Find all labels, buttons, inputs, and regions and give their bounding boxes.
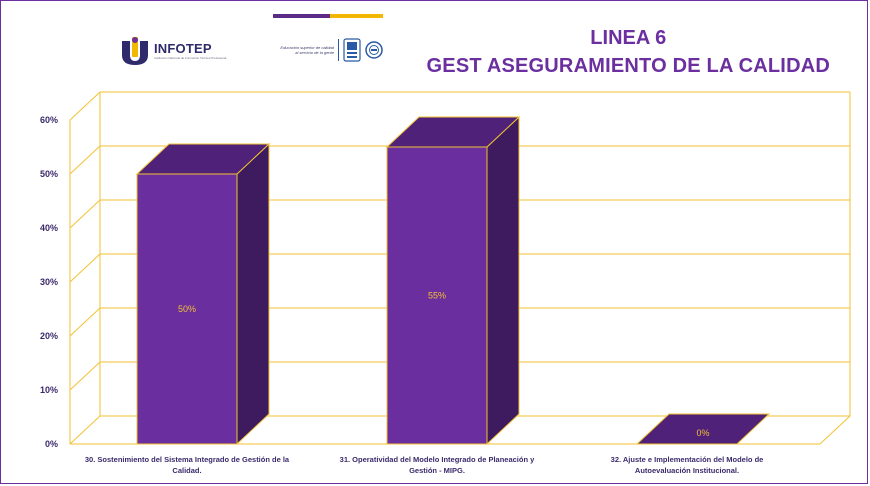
category-label-3: 32. Ajuste e Implementación del Modelo d… xyxy=(611,455,764,464)
y-tick-label: 0% xyxy=(45,439,58,449)
bar-side-1 xyxy=(237,144,269,444)
y-tick-label: 50% xyxy=(40,169,58,179)
y-tick-label: 60% xyxy=(40,115,58,125)
floor-edge-right xyxy=(820,416,850,444)
gridline-side-2 xyxy=(70,308,100,336)
y-tick-label: 10% xyxy=(40,385,58,395)
data-label-1: 50% xyxy=(178,304,196,314)
y-tick-label: 20% xyxy=(40,331,58,341)
category-label-3: Autoevaluación Institucional. xyxy=(635,466,739,475)
gridline-side-5 xyxy=(70,146,100,174)
data-label-2: 55% xyxy=(428,291,446,301)
category-label-2: Gestión - MIPG. xyxy=(409,466,465,475)
category-label-1: Calidad. xyxy=(172,466,201,475)
y-tick-label: 40% xyxy=(40,223,58,233)
gridline-side-1 xyxy=(70,362,100,390)
gridline-side-0 xyxy=(70,416,100,444)
y-tick-label: 30% xyxy=(40,277,58,287)
gridline-side-6 xyxy=(70,92,100,120)
category-label-2: 31. Operatividad del Modelo Integrado de… xyxy=(340,455,535,464)
gridline-side-4 xyxy=(70,200,100,228)
category-label-1: 30. Sostenimiento del Sistema Integrado … xyxy=(85,455,290,464)
gridline-side-3 xyxy=(70,254,100,282)
data-label-3: 0% xyxy=(696,428,709,438)
bar-side-2 xyxy=(487,117,519,444)
